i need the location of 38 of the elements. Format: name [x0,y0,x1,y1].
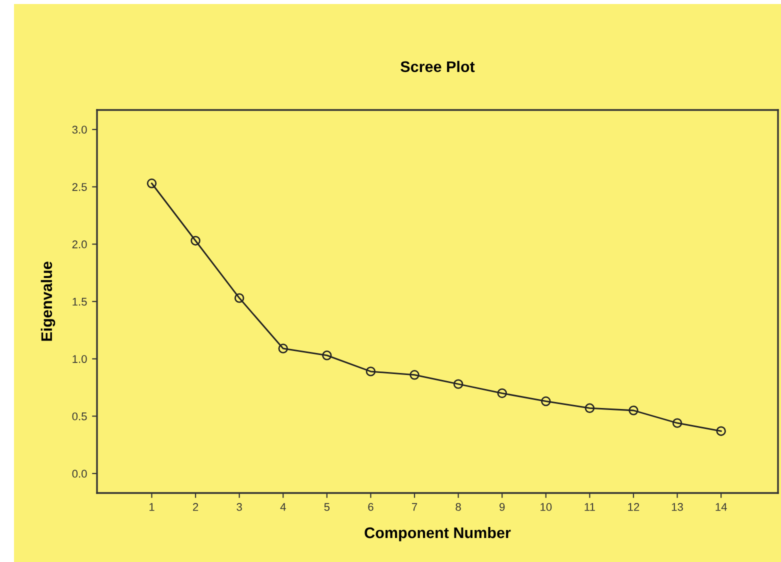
x-tick-label: 3 [236,503,242,511]
point [453,379,464,389]
y-tick-label: 2.0 [72,240,87,248]
x-tick-label: 7 [412,503,418,511]
point [366,366,376,376]
point [410,370,420,380]
point [716,426,726,436]
y-tick-label: 2.5 [72,183,87,191]
x-tick-label: 2 [193,503,198,511]
x-axis-title: Component Number [364,526,511,542]
y-tick-label: 3.0 [72,126,87,134]
point [628,406,638,416]
y-tick-label: 1.5 [72,298,87,306]
x-tick-label: 12 [628,503,640,511]
y-tick-label: 0.5 [72,412,87,420]
y-tick-label: 0.0 [72,470,87,478]
x-tick-label: 6 [368,503,374,511]
point [190,236,200,246]
x-tick-label: 1 [150,503,154,511]
point [322,350,332,360]
point [584,403,595,414]
point [146,178,157,188]
point [234,293,244,303]
x-tick-label: 11 [584,503,595,511]
y-tick-label: 1.0 [72,355,87,363]
point [541,396,551,406]
point [278,344,288,354]
x-tick-label: 10 [540,503,552,511]
chart-title: Scree Plot [400,60,475,72]
y-axis-title: Eigenvalue [40,262,56,341]
x-tick-label: 4 [280,503,286,511]
point [672,418,682,428]
x-tick-label: 13 [672,503,683,511]
x-tick-label: 14 [716,503,727,511]
point [497,388,507,398]
x-tick-label: 8 [456,503,461,511]
x-tick-label: 5 [324,503,330,511]
x-tick-label: 9 [500,503,505,511]
